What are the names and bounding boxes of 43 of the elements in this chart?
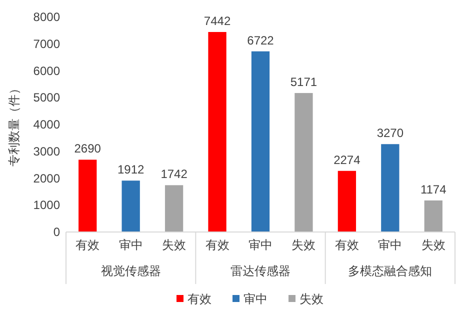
y-tick-label: 0 bbox=[53, 225, 60, 239]
data-label: 6722 bbox=[247, 33, 274, 48]
data-label: 2690 bbox=[74, 142, 102, 156]
bar bbox=[338, 170, 356, 232]
x-tick-label: 失效 bbox=[292, 238, 316, 252]
text: 视觉传感器 bbox=[100, 264, 161, 278]
x-tick-label: 有效 bbox=[334, 238, 359, 252]
legend-label: 有效 bbox=[188, 292, 212, 306]
bar bbox=[208, 32, 226, 232]
data-label: 7442 bbox=[204, 14, 231, 28]
bar bbox=[164, 185, 184, 232]
y-tick-label: 3000 bbox=[33, 144, 60, 158]
y-tick-label: 6000 bbox=[33, 64, 60, 78]
x-tick-label: 审中 bbox=[378, 238, 402, 252]
data-label: 5171 bbox=[290, 75, 318, 90]
y-axis-title: 专利数量（件） bbox=[7, 82, 21, 166]
data-label: 2274 bbox=[334, 152, 361, 167]
bar bbox=[294, 93, 313, 232]
text: 多模态融合感知 bbox=[348, 264, 432, 278]
x-tick-label: 审中 bbox=[118, 238, 143, 252]
data-label: 1742 bbox=[160, 167, 188, 182]
bar bbox=[78, 160, 97, 232]
legend-label: 失效 bbox=[300, 292, 324, 306]
y-tick-label: 5000 bbox=[33, 90, 60, 105]
bar bbox=[424, 200, 442, 232]
data-label: 3270 bbox=[376, 126, 404, 140]
bar bbox=[251, 51, 270, 232]
bar bbox=[122, 180, 140, 232]
bar bbox=[381, 144, 400, 232]
data-label: 1174 bbox=[420, 182, 447, 196]
x-tick-label: 审中 bbox=[248, 238, 272, 252]
x-tick-label: 有效 bbox=[205, 238, 230, 252]
y-tick-label: 8000 bbox=[33, 10, 60, 24]
x-tick-label: 有效 bbox=[76, 238, 100, 252]
text: 雷达传感器 bbox=[230, 264, 290, 278]
y-tick-label: 4000 bbox=[33, 118, 60, 132]
x-tick-label: 失效 bbox=[421, 238, 446, 252]
data-label: 1912 bbox=[117, 162, 145, 177]
y-tick-label: 2000 bbox=[33, 171, 60, 186]
y-tick-label: 1000 bbox=[33, 198, 60, 212]
x-tick-label: 失效 bbox=[162, 238, 186, 252]
legend-label: 审中 bbox=[244, 292, 268, 306]
y-tick-label: 7000 bbox=[33, 36, 60, 51]
